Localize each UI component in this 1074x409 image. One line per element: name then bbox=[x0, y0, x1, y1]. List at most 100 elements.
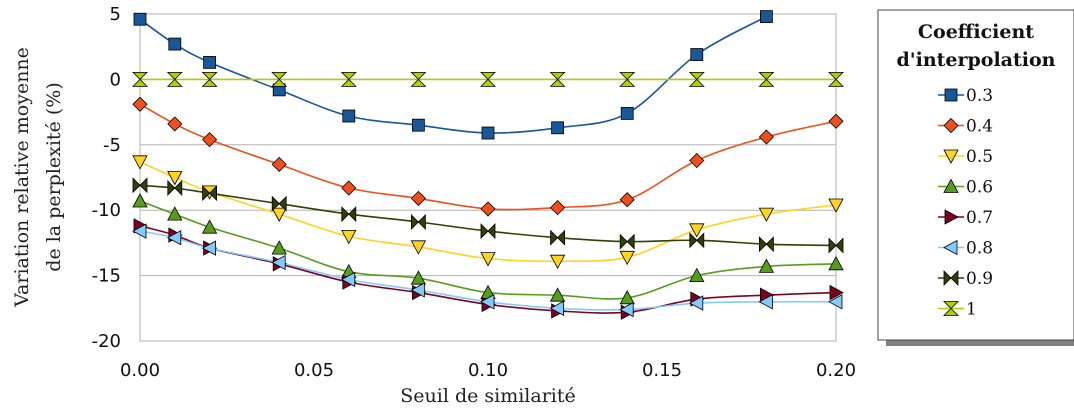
legend-box bbox=[877, 9, 1074, 341]
data-point bbox=[132, 155, 148, 170]
data-point bbox=[760, 10, 773, 24]
data-point bbox=[689, 152, 705, 169]
data-point bbox=[828, 255, 844, 271]
legend-entry: 1 bbox=[938, 300, 977, 320]
data-point bbox=[480, 294, 495, 310]
series-points-1 bbox=[132, 72, 844, 87]
legend-label: 0.6 bbox=[966, 178, 993, 198]
data-point bbox=[271, 156, 287, 172]
legend-marker bbox=[943, 301, 959, 316]
data-point bbox=[828, 113, 844, 129]
data-point bbox=[410, 282, 425, 298]
data-point bbox=[342, 109, 356, 123]
x-axis-title: Seuil de similarité bbox=[400, 385, 576, 407]
legend-marker bbox=[943, 178, 959, 193]
data-point bbox=[201, 240, 217, 256]
data-point bbox=[758, 129, 774, 145]
data-point bbox=[132, 193, 148, 208]
y-tick-label: -20 bbox=[92, 331, 121, 352]
data-point bbox=[410, 240, 427, 255]
data-point bbox=[201, 72, 218, 87]
series-points-0.9 bbox=[132, 177, 844, 254]
data-point bbox=[167, 116, 183, 132]
y-tick-label: 0 bbox=[110, 69, 121, 90]
data-point bbox=[132, 223, 147, 239]
data-point bbox=[549, 72, 566, 87]
data-point bbox=[620, 107, 634, 120]
data-point bbox=[549, 254, 566, 270]
x-tick-labels: 0.00 0.05 0.10 0.15 0.20 bbox=[120, 360, 856, 381]
data-point bbox=[759, 236, 774, 253]
data-point bbox=[758, 207, 775, 222]
data-point bbox=[758, 72, 775, 87]
data-point bbox=[271, 254, 286, 271]
data-point bbox=[201, 219, 218, 234]
data-point bbox=[340, 72, 357, 87]
legend-label: 1 bbox=[966, 300, 977, 320]
data-point bbox=[271, 72, 288, 87]
data-point bbox=[132, 72, 148, 87]
data-point bbox=[619, 72, 636, 87]
data-point bbox=[551, 121, 564, 135]
data-point bbox=[619, 192, 635, 208]
series-markers bbox=[132, 10, 844, 320]
data-point bbox=[688, 72, 705, 87]
legend-label: 0.4 bbox=[966, 117, 993, 137]
y-tick-label: -5 bbox=[103, 135, 121, 156]
data-point bbox=[829, 284, 844, 301]
x-tick-label: 0.00 bbox=[120, 360, 160, 381]
y-tick-label: 5 bbox=[110, 4, 121, 25]
data-point bbox=[480, 223, 496, 240]
data-point bbox=[549, 287, 566, 302]
data-point bbox=[688, 295, 704, 311]
data-point bbox=[619, 301, 634, 318]
data-point bbox=[341, 206, 357, 223]
legend-entry: 0.9 bbox=[938, 269, 993, 289]
data-point bbox=[341, 180, 357, 196]
data-point bbox=[132, 96, 148, 112]
data-point bbox=[550, 229, 565, 246]
data-point bbox=[167, 180, 183, 196]
data-point bbox=[619, 250, 635, 266]
data-point bbox=[410, 270, 427, 285]
data-point bbox=[166, 230, 182, 246]
data-point bbox=[410, 190, 426, 206]
data-point bbox=[133, 12, 147, 26]
series-line-0.3 bbox=[139, 15, 767, 134]
legend-entry: 0.7 bbox=[938, 208, 993, 228]
data-point bbox=[619, 289, 635, 305]
legend-entry: 0.5 bbox=[938, 147, 993, 167]
legend-marker bbox=[944, 88, 958, 102]
legend-title-line-2: d'interpolation bbox=[897, 49, 1056, 71]
series-points-0.8 bbox=[132, 223, 843, 318]
data-point bbox=[689, 267, 705, 283]
series-points-0.4 bbox=[132, 96, 844, 217]
data-point bbox=[340, 271, 356, 288]
x-tick-label: 0.05 bbox=[294, 360, 334, 381]
legend: Coefficient d'interpolation 0.3 0.4 0.5 0.6… bbox=[877, 9, 1074, 346]
legend-label: 0.3 bbox=[966, 86, 993, 106]
data-point bbox=[758, 294, 773, 310]
data-point bbox=[689, 232, 705, 249]
data-point bbox=[132, 177, 148, 194]
legend-marker bbox=[943, 270, 959, 286]
data-point bbox=[271, 240, 287, 255]
series-points-0.6 bbox=[132, 193, 844, 305]
legend-entry: 0.3 bbox=[938, 86, 993, 106]
data-point bbox=[202, 185, 218, 202]
data-point bbox=[758, 258, 775, 273]
legend-entry: 0.8 bbox=[938, 239, 993, 259]
y-tick-label: -10 bbox=[92, 200, 121, 221]
series-points-0.3 bbox=[133, 10, 773, 140]
data-point bbox=[480, 252, 496, 267]
legend-entries: 0.3 0.4 0.5 0.6 0.7 0.8 0.9 1 bbox=[938, 86, 993, 320]
data-point bbox=[410, 214, 426, 230]
series-line-0.4 bbox=[139, 103, 837, 211]
legend-title-line-1: Coefficient bbox=[918, 21, 1034, 43]
data-point bbox=[480, 201, 496, 217]
data-point bbox=[619, 233, 635, 250]
y-axis-title-line-2: de la perplexité (%) bbox=[43, 82, 65, 271]
data-point bbox=[341, 229, 357, 245]
data-point bbox=[828, 72, 844, 87]
